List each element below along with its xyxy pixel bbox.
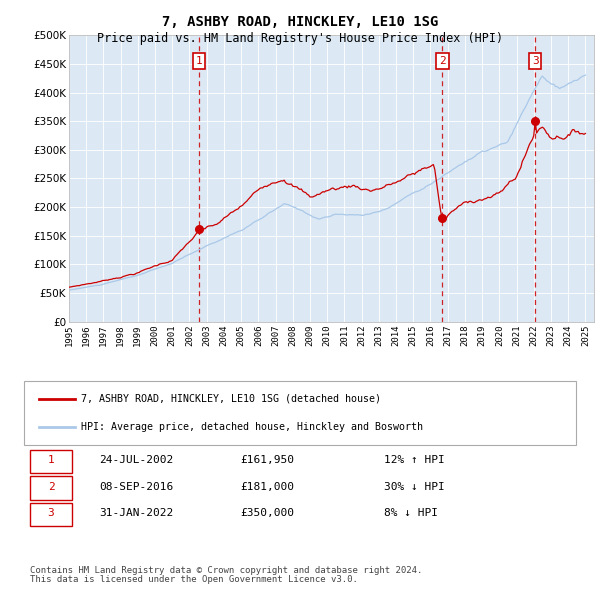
Text: 2: 2 — [47, 482, 55, 491]
Text: 1: 1 — [196, 56, 203, 66]
Text: 7, ASHBY ROAD, HINCKLEY, LE10 1SG: 7, ASHBY ROAD, HINCKLEY, LE10 1SG — [162, 15, 438, 29]
Text: 24-JUL-2002: 24-JUL-2002 — [99, 455, 173, 465]
Text: 7, ASHBY ROAD, HINCKLEY, LE10 1SG (detached house): 7, ASHBY ROAD, HINCKLEY, LE10 1SG (detac… — [81, 394, 381, 404]
Text: 08-SEP-2016: 08-SEP-2016 — [99, 482, 173, 491]
Text: £161,950: £161,950 — [240, 455, 294, 465]
Text: Contains HM Land Registry data © Crown copyright and database right 2024.: Contains HM Land Registry data © Crown c… — [30, 566, 422, 575]
Text: 3: 3 — [532, 56, 539, 66]
Text: 2: 2 — [439, 56, 446, 66]
Text: £181,000: £181,000 — [240, 482, 294, 491]
Text: 3: 3 — [47, 509, 55, 518]
Text: £350,000: £350,000 — [240, 509, 294, 518]
Text: This data is licensed under the Open Government Licence v3.0.: This data is licensed under the Open Gov… — [30, 575, 358, 584]
Text: 31-JAN-2022: 31-JAN-2022 — [99, 509, 173, 518]
Text: 12% ↑ HPI: 12% ↑ HPI — [384, 455, 445, 465]
Text: 8% ↓ HPI: 8% ↓ HPI — [384, 509, 438, 518]
Text: 1: 1 — [47, 455, 55, 465]
Text: HPI: Average price, detached house, Hinckley and Bosworth: HPI: Average price, detached house, Hinc… — [81, 422, 423, 432]
Text: Price paid vs. HM Land Registry's House Price Index (HPI): Price paid vs. HM Land Registry's House … — [97, 32, 503, 45]
Text: 30% ↓ HPI: 30% ↓ HPI — [384, 482, 445, 491]
